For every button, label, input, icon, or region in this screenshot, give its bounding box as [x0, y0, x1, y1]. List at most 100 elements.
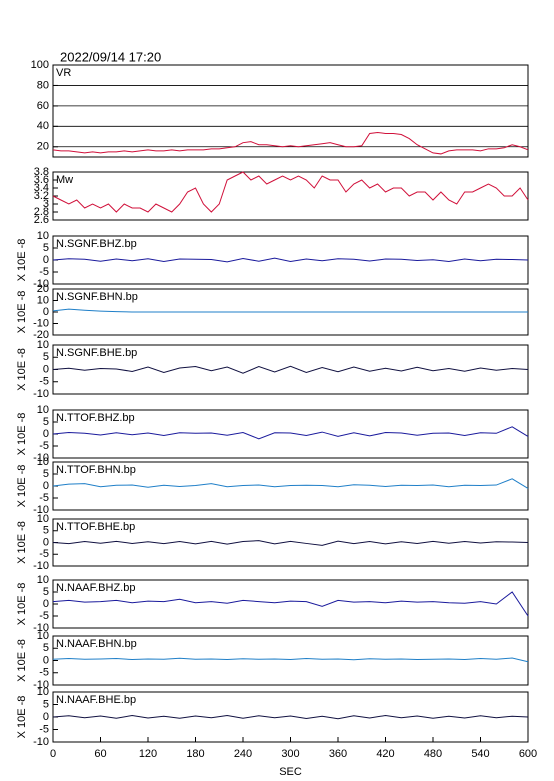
y-tick-label: 10 [37, 230, 49, 242]
x-tick-label: 180 [186, 748, 204, 760]
y-tick-label: 20 [37, 283, 49, 295]
y-tick-label: -5 [39, 667, 49, 679]
y-axis-label: X 10E -8 [16, 583, 28, 626]
waveform [52, 308, 528, 313]
panel-label: N.TTOF.BHN.bp [56, 464, 136, 476]
y-tick-label: 3.4 [34, 182, 49, 194]
waveform [52, 478, 529, 489]
waveform [52, 426, 529, 440]
y-tick-label: 0 [43, 254, 49, 266]
y-tick-label: 5 [43, 242, 49, 254]
y-tick-label: 5 [43, 698, 49, 710]
y-tick-label: 10 [37, 513, 49, 525]
y-tick-label: -5 [39, 723, 49, 735]
x-tick-label: 0 [50, 748, 56, 760]
y-tick-label: 20 [37, 141, 49, 153]
y-tick-label: 5 [43, 351, 49, 363]
y-tick-label: -5 [39, 376, 49, 388]
waveform [52, 257, 529, 263]
panel-label: N.NAAF.BHZ.bp [56, 582, 135, 594]
panel-label: N.SGNF.BHN.bp [56, 291, 138, 303]
panel-frame [52, 171, 529, 221]
y-tick-label: 0 [43, 598, 49, 610]
y-tick-label: -10 [33, 317, 49, 329]
panel-label: N.NAAF.BHN.bp [56, 638, 137, 650]
y-tick-label: 3 [43, 198, 49, 210]
panel-frame [52, 64, 529, 158]
y-axis-label: X 10E -8 [16, 465, 28, 508]
y-axis-label: X 10E -8 [16, 239, 28, 282]
y-tick-label: 0 [43, 306, 49, 318]
y-tick-label: -5 [39, 610, 49, 622]
panel-label: N.SGNF.BHE.bp [56, 347, 137, 359]
y-tick-label: 60 [37, 100, 49, 112]
y-tick-label: -5 [39, 492, 49, 504]
x-tick-label: 540 [471, 748, 489, 760]
y-tick-label: 3.8 [34, 166, 49, 178]
y-tick-label: 10 [37, 686, 49, 698]
panel-label: N.TTOF.BHE.bp [56, 521, 135, 533]
y-tick-label: 5 [43, 416, 49, 428]
waveform [52, 540, 529, 546]
y-tick-label: -20 [33, 329, 49, 341]
y-tick-label: -10 [33, 560, 49, 572]
waveform [52, 657, 529, 663]
x-axis-label: SEC [279, 766, 302, 778]
y-axis-label: X 10E -8 [16, 696, 28, 739]
y-tick-label: 0 [43, 480, 49, 492]
y-tick-label: 3.6 [34, 174, 49, 186]
x-tick-label: 60 [94, 748, 106, 760]
y-tick-label: 5 [43, 525, 49, 537]
waveform [52, 591, 529, 617]
waveform [52, 171, 529, 213]
x-tick-label: 480 [424, 748, 442, 760]
y-tick-label: 5 [43, 586, 49, 598]
y-tick-label: 3.2 [34, 190, 49, 202]
y-tick-label: -10 [33, 504, 49, 516]
y-tick-label: 5 [43, 468, 49, 480]
y-tick-label: -10 [33, 622, 49, 634]
waveform [52, 714, 529, 720]
y-tick-label: 10 [37, 339, 49, 351]
y-tick-label: 2.6 [34, 214, 49, 226]
y-tick-label: 40 [37, 120, 49, 132]
x-tick-label: 360 [329, 748, 347, 760]
y-axis-label: X 10E -8 [16, 348, 28, 391]
y-tick-label: 0 [43, 654, 49, 666]
y-axis-label: X 10E -8 [16, 639, 28, 682]
y-tick-label: 10 [37, 456, 49, 468]
y-tick-label: 5 [43, 642, 49, 654]
y-axis-label: X 10E -8 [16, 521, 28, 564]
waveform [52, 131, 529, 155]
panel-label: N.NAAF.BHE.bp [56, 694, 136, 706]
chart-title: 2022/09/14 17:20 [60, 49, 161, 64]
y-tick-label: 2.8 [34, 206, 49, 218]
y-tick-label: 10 [37, 294, 49, 306]
panel-label: Mw [56, 174, 73, 186]
x-tick-label: 420 [376, 748, 394, 760]
y-tick-label: -10 [33, 736, 49, 748]
waveform [52, 365, 529, 374]
y-tick-label: 10 [37, 574, 49, 586]
x-tick-label: 240 [234, 748, 252, 760]
panel-label: VR [56, 67, 71, 79]
y-tick-label: 80 [37, 79, 49, 91]
y-tick-label: -10 [33, 278, 49, 290]
y-axis-label: X 10E -8 [16, 291, 28, 334]
x-tick-label: 120 [139, 748, 157, 760]
y-tick-label: 0 [43, 711, 49, 723]
x-tick-label: 300 [281, 748, 299, 760]
y-tick-label: -5 [39, 266, 49, 278]
y-tick-label: -5 [39, 440, 49, 452]
y-tick-label: 100 [31, 59, 49, 71]
y-tick-label: -10 [33, 452, 49, 464]
y-tick-label: 10 [37, 404, 49, 416]
y-tick-label: 10 [37, 630, 49, 642]
y-tick-label: -10 [33, 679, 49, 691]
panel-label: N.TTOF.BHZ.bp [56, 412, 135, 424]
panel-label: N.SGNF.BHZ.bp [56, 238, 137, 250]
y-tick-label: 0 [43, 536, 49, 548]
y-tick-label: 0 [43, 428, 49, 440]
